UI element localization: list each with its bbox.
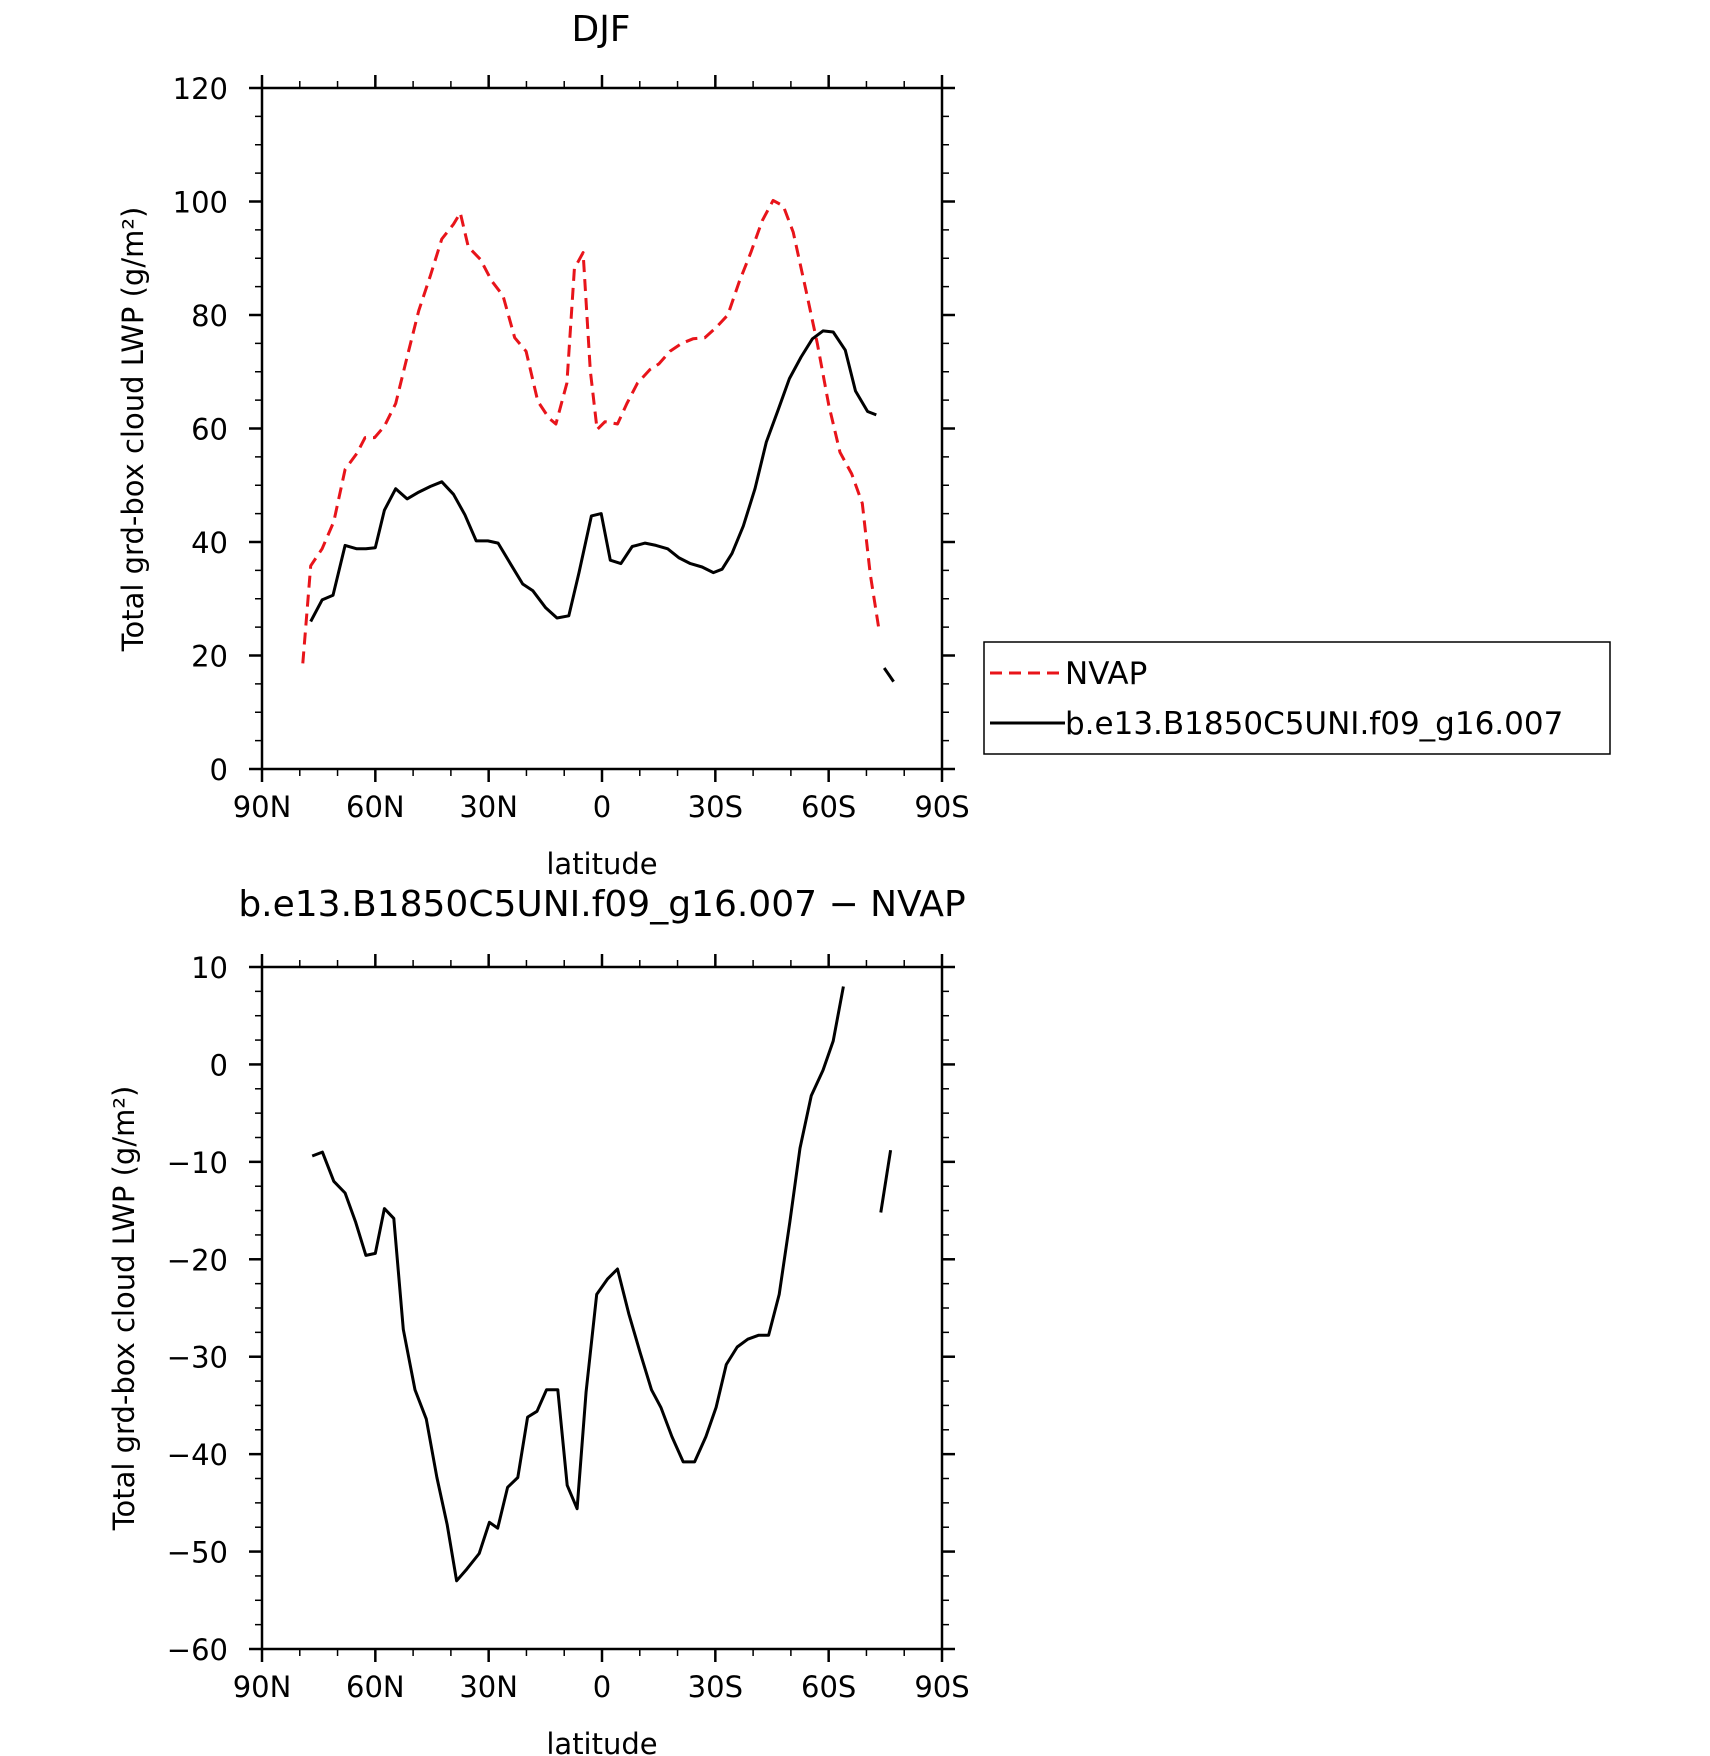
bottom-ytick-labels: 10 0 −10 −20 −30 −40 −50 −60 [167,951,228,1667]
top-tick-marks [249,75,955,782]
top-ytick-label: 100 [173,186,228,220]
bottom-ytick-label: −40 [167,1438,228,1472]
bottom-tick-marks [249,954,955,1662]
top-ytick-label: 60 [191,413,228,447]
top-ytick-label: 0 [210,753,228,787]
legend-frame [983,641,1611,755]
legend: NVAP b.e13.B1850C5UNI.f09_g16.007 [983,641,1611,755]
top-xtick-label: 90N [233,790,292,824]
top-x-axis-title: latitude [546,847,657,881]
top-ytick-label: 40 [191,526,228,560]
top-xtick-label: 0 [593,790,611,824]
bottom-chart-title: b.e13.B1850C5UNI.f09_g16.007 − NVAP [238,884,965,925]
bottom-xtick-label: 60N [346,1670,405,1704]
bottom-xtick-label: 0 [593,1670,611,1704]
bottom-ytick-label: −30 [167,1341,228,1375]
bottom-xtick-label: 90S [914,1670,969,1704]
bottom-series [311,986,893,1583]
bottom-plot-frame [260,965,944,1651]
top-series-line-b-e13-b1850c5uni-f09-g16-007 [309,329,877,623]
top-ytick-label: 20 [191,640,228,674]
bottom-xtick-label: 90N [233,1670,292,1704]
top-chart-title: DJF [571,9,630,50]
top-y-axis-title: Total grd-box cloud LWP (g/m²) [116,207,150,653]
top-ytick-labels: 0 20 40 60 80 100 120 [173,72,228,787]
top-plot-frame [260,86,944,771]
top-series [301,198,895,683]
top-xtick-label: 30N [459,790,518,824]
legend-label-model: b.e13.B1850C5UNI.f09_g16.007 [1065,706,1563,742]
top-xtick-label: 60N [346,790,405,824]
bottom-xtick-label: 60S [801,1670,856,1704]
bottom-panel: b.e13.B1850C5UNI.f09_g16.007 − NVAP 10 0 −… [107,884,970,1756]
bottom-x-axis-title: latitude [546,1727,657,1756]
bottom-xtick-label: 30S [688,1670,743,1704]
bottom-series-line-difference [311,986,845,1583]
bottom-ytick-label: −60 [167,1633,228,1667]
top-xtick-labels: 90N 60N 30N 0 30S 60S 90S [233,790,970,824]
top-xtick-label: 60S [801,790,856,824]
bottom-xtick-labels: 90N 60N 30N 0 30S 60S 90S [233,1670,970,1704]
bottom-ytick-label: 10 [191,951,228,985]
legend-label-nvap: NVAP [1065,656,1147,692]
top-series-line-nvap [301,198,881,664]
bottom-xtick-label: 30N [459,1670,518,1704]
top-ytick-label: 120 [173,72,228,106]
top-series-line-b-e13-b1850c5uni-f09-g16-007 [882,667,895,683]
top-ytick-label: 80 [191,299,228,333]
bottom-ytick-label: 0 [210,1048,228,1082]
bottom-ytick-label: −50 [167,1536,228,1570]
top-xtick-label: 90S [914,790,969,824]
top-xtick-label: 30S [688,790,743,824]
bottom-ytick-label: −20 [167,1243,228,1277]
bottom-series-line-difference [879,1149,893,1213]
bottom-y-axis-title: Total grd-box cloud LWP (g/m²) [107,1086,141,1532]
bottom-ytick-label: −10 [167,1146,228,1180]
